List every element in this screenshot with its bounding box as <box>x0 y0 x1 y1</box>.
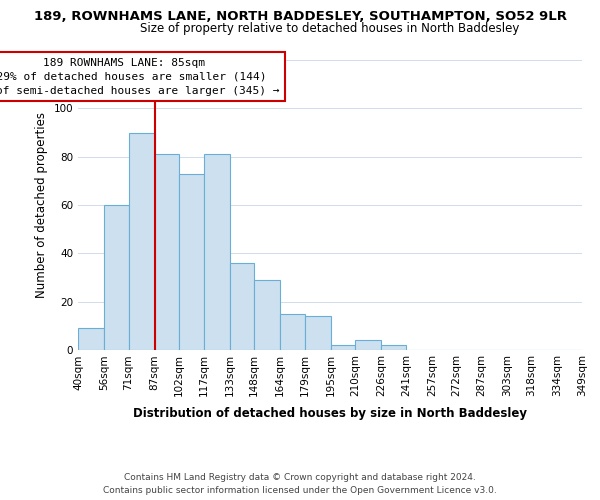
Bar <box>331 345 355 350</box>
X-axis label: Distribution of detached houses by size in North Baddesley: Distribution of detached houses by size … <box>133 408 527 420</box>
Bar <box>104 205 128 350</box>
Bar <box>382 345 406 350</box>
Bar <box>179 174 203 350</box>
Text: 189 ROWNHAMS LANE: 85sqm
← 29% of detached houses are smaller (144)
70% of semi-: 189 ROWNHAMS LANE: 85sqm ← 29% of detach… <box>0 58 280 96</box>
Title: Size of property relative to detached houses in North Baddesley: Size of property relative to detached ho… <box>140 22 520 35</box>
Bar <box>78 328 104 350</box>
Bar <box>254 280 280 350</box>
Bar <box>230 263 254 350</box>
Bar <box>128 132 155 350</box>
Bar <box>305 316 331 350</box>
Text: Contains HM Land Registry data © Crown copyright and database right 2024.
Contai: Contains HM Land Registry data © Crown c… <box>103 474 497 495</box>
Bar <box>155 154 179 350</box>
Y-axis label: Number of detached properties: Number of detached properties <box>35 112 48 298</box>
Bar <box>280 314 305 350</box>
Text: 189, ROWNHAMS LANE, NORTH BADDESLEY, SOUTHAMPTON, SO52 9LR: 189, ROWNHAMS LANE, NORTH BADDESLEY, SOU… <box>34 10 566 23</box>
Bar <box>203 154 230 350</box>
Bar <box>355 340 382 350</box>
